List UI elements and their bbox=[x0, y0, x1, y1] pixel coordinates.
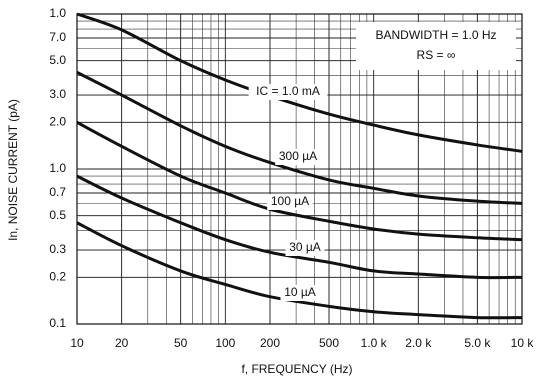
series-label: 300 µA bbox=[279, 149, 317, 163]
y-tick-label: 0.7 bbox=[49, 185, 66, 199]
series-line bbox=[76, 121, 523, 242]
x-tick-label: 1.0 k bbox=[361, 336, 388, 350]
series-label: 30 µA bbox=[289, 240, 321, 254]
y-tick-label: 5.0 bbox=[49, 53, 66, 67]
label-background bbox=[248, 84, 328, 100]
annotation: RS = ∞ bbox=[417, 48, 456, 62]
x-axis-label: f, FREQUENCY (Hz) bbox=[241, 362, 352, 376]
x-tick-label: 10 bbox=[70, 336, 84, 350]
x-tick-label: 20 bbox=[115, 336, 129, 350]
x-tick-label: 100 bbox=[215, 336, 235, 350]
label-background bbox=[275, 149, 321, 165]
series-label: IC = 1.0 mA bbox=[256, 84, 320, 98]
y-tick-label: 1.0 bbox=[49, 6, 66, 20]
y-tick-label: 3.0 bbox=[49, 87, 66, 101]
y-tick-label: 0.1 bbox=[49, 316, 66, 330]
series-line bbox=[76, 12, 523, 153]
series-line bbox=[76, 174, 523, 280]
series-label: 10 µA bbox=[284, 285, 316, 299]
series-label: 100 µA bbox=[271, 194, 309, 208]
annotation: BANDWIDTH = 1.0 Hz bbox=[375, 28, 496, 42]
x-tick-label: 10 k bbox=[511, 336, 535, 350]
y-tick-label: 0.2 bbox=[49, 270, 66, 284]
label-background bbox=[267, 194, 313, 210]
y-tick-label: 2.0 bbox=[49, 115, 66, 129]
label-background bbox=[285, 240, 325, 256]
y-tick-label: 0.3 bbox=[49, 242, 66, 256]
y-tick-label: 7.0 bbox=[49, 30, 66, 44]
annotation-box bbox=[356, 22, 516, 70]
y-axis-label: In, NOISE CURRENT (pA) bbox=[6, 99, 20, 241]
x-tick-label: 2.0 k bbox=[405, 336, 432, 350]
x-tick-label: 5.0 k bbox=[464, 336, 491, 350]
plot-frame bbox=[76, 13, 523, 325]
x-tick-label: 500 bbox=[319, 336, 339, 350]
label-background bbox=[280, 285, 320, 301]
x-tick-label: 50 bbox=[174, 336, 188, 350]
series-line bbox=[76, 221, 523, 320]
series-line bbox=[76, 71, 523, 205]
x-tick-label: 200 bbox=[260, 336, 280, 350]
y-tick-label: 0.5 bbox=[49, 208, 66, 222]
y-tick-label: 1.0 bbox=[49, 161, 66, 175]
